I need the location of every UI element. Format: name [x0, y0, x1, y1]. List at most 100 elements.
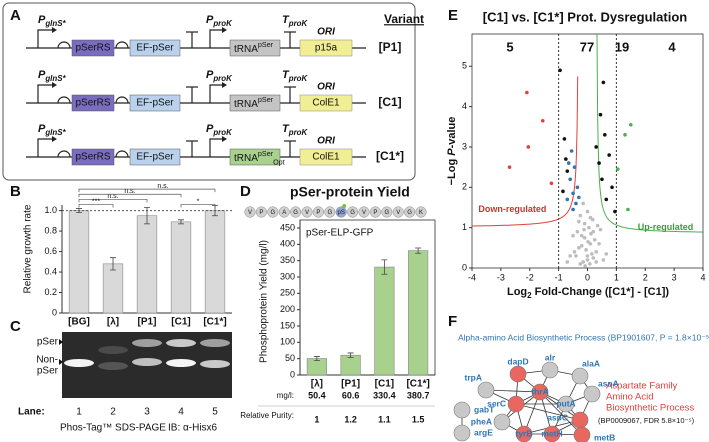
trna-label: tRNApSerOpt [234, 149, 285, 167]
data-point [565, 197, 570, 202]
promoter-label: PproK [206, 14, 233, 28]
data-point [582, 221, 587, 226]
gene-label: EF-pSer [136, 152, 174, 163]
arrow-head [52, 136, 57, 142]
promoter-label-part: proK [212, 19, 233, 28]
data-point [549, 181, 554, 186]
purity-value: 1 [314, 414, 319, 424]
promoter-label-part: P [206, 69, 214, 81]
gene-label: EF-pSer [136, 98, 174, 109]
y-tick-label: 0 [290, 369, 295, 379]
promoter-arrow [37, 84, 52, 103]
data-point [594, 250, 598, 254]
x-tick-label: [λ] [311, 379, 323, 390]
y-tick-label: 0 [52, 307, 57, 317]
data-point [604, 197, 609, 202]
data-point [568, 177, 572, 182]
gene-box [129, 148, 181, 166]
bar [102, 263, 124, 314]
network-node [541, 361, 559, 379]
gel-band [98, 362, 128, 370]
promoter-label-part: glnS* [44, 19, 66, 28]
data-point [607, 153, 611, 157]
y-tick-label: 100 [280, 337, 295, 347]
promoter-label-part: glnS* [44, 128, 66, 137]
band-label: pSer [37, 337, 59, 348]
y-tick-label: 5 [462, 61, 467, 71]
y-tick-label: 3 [462, 141, 467, 151]
y-tick-label: 0.2 [44, 287, 57, 297]
x-axis-label: Log2 Fold-Change ([C1*] - [C1]) [507, 286, 669, 300]
rbs [57, 96, 71, 104]
node-label: trpA [465, 372, 482, 382]
node-label: pheA [471, 416, 492, 426]
error-bar [381, 259, 388, 275]
residue [255, 206, 267, 218]
y-axis-label: −Log P-value [446, 117, 458, 186]
gel-method: Phos-Tag™ SDS-PAGE [60, 423, 166, 434]
network-node [583, 385, 601, 403]
y-tick-label: 1 [462, 222, 467, 232]
data-point [591, 256, 596, 260]
significance-label: n.s. [107, 193, 118, 200]
panel-letter: E [448, 7, 458, 24]
data-point [582, 235, 587, 240]
go-title-blue: Alpha-amino Acid Biosynthetic Process (B… [458, 332, 709, 342]
x-tick-label: 4 [700, 272, 705, 282]
residue-label: A [282, 210, 286, 216]
trna-label-part: Opt [273, 157, 285, 166]
promoter-label: PproK [206, 69, 233, 83]
lane-number: 5 [212, 407, 218, 418]
trna-box [229, 94, 281, 112]
data-point [598, 227, 603, 232]
data-point [574, 254, 578, 258]
band-arrow [59, 359, 63, 365]
node-label: dapD [507, 356, 528, 366]
trna-label-part: tRNA [234, 99, 258, 110]
significance-bracket [78, 204, 114, 208]
error-bar [347, 352, 354, 358]
residue-label: K [419, 210, 423, 216]
gene-box [129, 39, 181, 57]
y-tick-label: 2 [462, 182, 467, 192]
promoter-label: PglnS* [38, 14, 66, 28]
residue [244, 206, 256, 218]
ori-label: p15a [315, 43, 338, 54]
residue-label: V [396, 210, 400, 216]
network-node [571, 411, 589, 429]
bar [204, 210, 226, 314]
residue [369, 206, 381, 218]
lane-number: 4 [178, 407, 184, 418]
error-bar [415, 247, 422, 254]
network-node [573, 426, 591, 442]
ori-title: ORI [317, 136, 335, 147]
promoter-arrow [209, 138, 222, 157]
x-axis-label-part: 2 [527, 291, 532, 300]
gel-band [98, 346, 128, 354]
ori-label: ColE1 [312, 152, 340, 163]
gel-band [166, 339, 196, 347]
data-point [571, 233, 575, 238]
rbs [57, 150, 71, 158]
node-label: metB [594, 432, 615, 442]
residue [415, 206, 427, 218]
purity-value: 1.5 [412, 414, 425, 424]
data-point [571, 207, 575, 212]
residue-label: V [362, 210, 366, 216]
chart-title: [C1] vs. [C1*] Prot. Dysregulation [483, 9, 687, 24]
gene-label: pSerRS [75, 152, 110, 163]
lane-number: 1 [76, 407, 82, 418]
y-axis-label: Relative growth rate [23, 204, 34, 293]
y-axis-label-part: -value [446, 117, 458, 149]
node-label: argE [474, 427, 493, 437]
data-point [597, 241, 601, 246]
down-curve [472, 76, 579, 227]
rbs [115, 96, 129, 104]
region-count: 5 [506, 39, 513, 54]
ori-box [299, 148, 353, 166]
x-tick-label: -3 [497, 272, 505, 282]
variant-label: [C1] [378, 95, 401, 109]
down-label: Down-regulated [478, 204, 546, 214]
network-node [493, 413, 511, 431]
go-title-red: Biosynthetic Process [606, 403, 694, 414]
